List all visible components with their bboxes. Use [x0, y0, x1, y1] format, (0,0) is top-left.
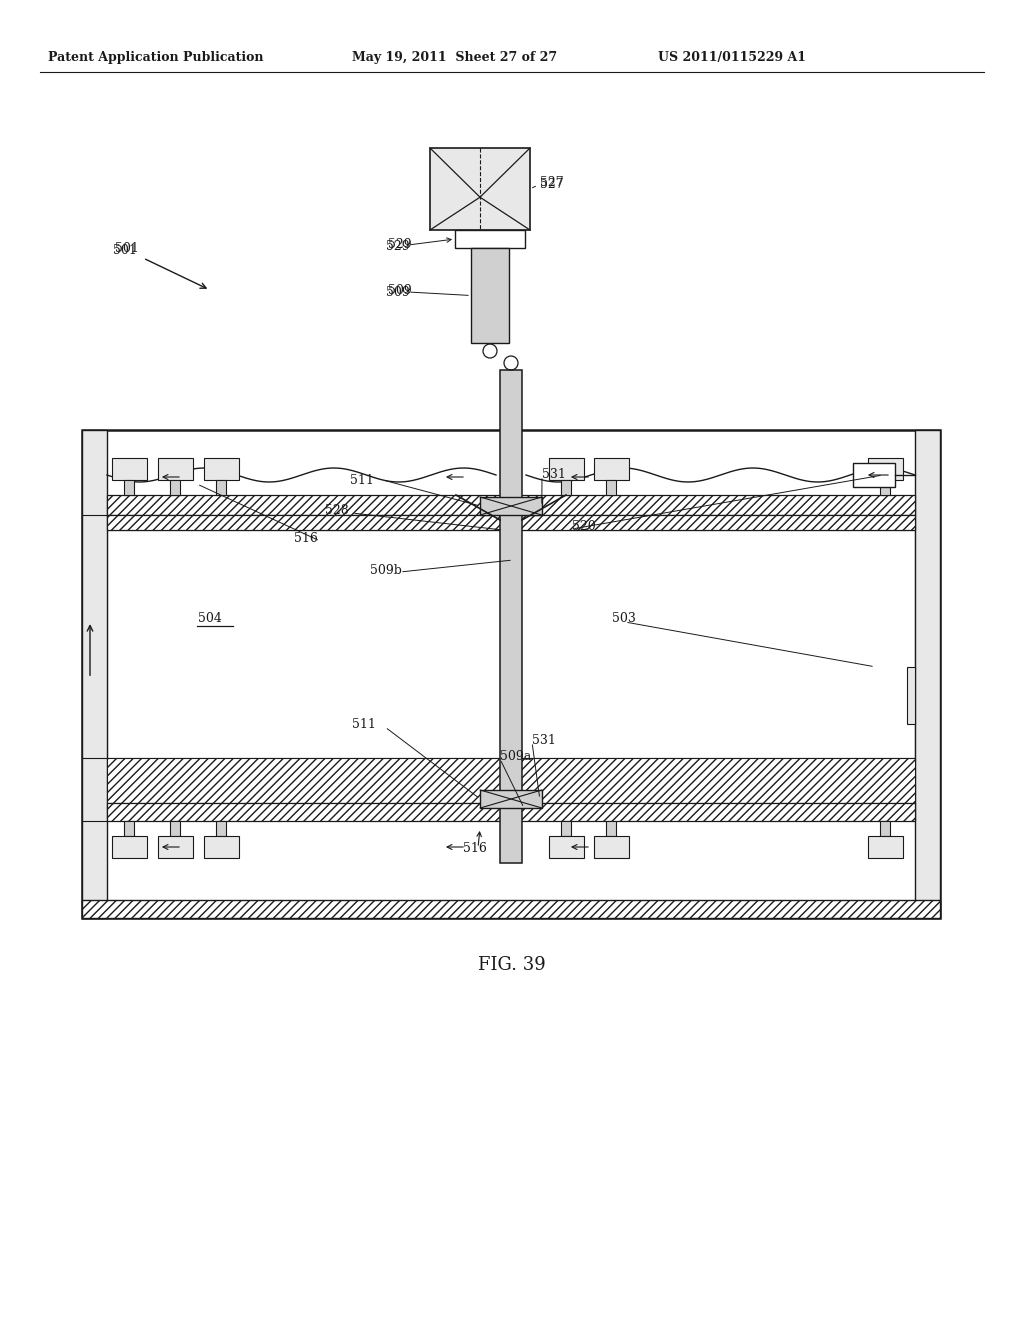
Bar: [868, 458, 903, 480]
Bar: [561, 821, 571, 836]
Text: 503: 503: [612, 611, 636, 624]
Bar: [430, 148, 530, 230]
Text: 529: 529: [386, 239, 410, 252]
Bar: [170, 480, 180, 495]
Bar: [549, 458, 584, 480]
Text: 531: 531: [532, 734, 556, 747]
Text: 516: 516: [294, 532, 317, 544]
Bar: [455, 230, 525, 248]
Text: 509a: 509a: [500, 751, 531, 763]
Bar: [106, 531, 915, 758]
Bar: [124, 821, 134, 836]
Bar: [868, 836, 903, 858]
Text: 504: 504: [198, 611, 222, 624]
Text: US 2011/0115229 A1: US 2011/0115229 A1: [658, 51, 806, 65]
Bar: [106, 495, 915, 515]
Text: 520: 520: [572, 520, 596, 533]
Text: 531: 531: [542, 467, 566, 480]
Bar: [204, 458, 239, 480]
Bar: [170, 821, 180, 836]
Bar: [880, 480, 890, 495]
Bar: [158, 458, 193, 480]
Bar: [594, 836, 629, 858]
Bar: [853, 463, 895, 487]
Text: Patent Application Publication: Patent Application Publication: [48, 51, 263, 65]
Text: 511: 511: [350, 474, 374, 487]
Text: 529: 529: [388, 239, 412, 252]
Text: 509: 509: [388, 284, 412, 297]
Text: 501: 501: [115, 242, 139, 255]
Text: 501: 501: [113, 243, 137, 256]
Bar: [82, 900, 940, 917]
Bar: [106, 758, 915, 803]
Bar: [106, 515, 915, 531]
Bar: [112, 836, 147, 858]
Bar: [216, 480, 226, 495]
Bar: [471, 248, 509, 343]
Bar: [915, 430, 940, 917]
Bar: [880, 821, 890, 836]
Text: FIG. 39: FIG. 39: [478, 956, 546, 974]
Text: 527: 527: [540, 177, 563, 190]
Bar: [124, 480, 134, 495]
Text: 509: 509: [386, 285, 410, 298]
Bar: [606, 480, 616, 495]
Bar: [106, 803, 915, 821]
Bar: [606, 821, 616, 836]
Bar: [907, 667, 915, 723]
Text: 528: 528: [325, 503, 349, 516]
Bar: [82, 430, 106, 917]
Text: 511: 511: [352, 718, 376, 731]
Bar: [158, 836, 193, 858]
Bar: [82, 430, 940, 917]
Text: 527: 527: [540, 178, 563, 191]
Bar: [480, 498, 542, 515]
Bar: [112, 458, 147, 480]
Text: 516: 516: [463, 842, 486, 854]
Bar: [216, 821, 226, 836]
Text: 509b: 509b: [370, 564, 401, 577]
Bar: [480, 789, 542, 808]
Bar: [549, 836, 584, 858]
Text: May 19, 2011  Sheet 27 of 27: May 19, 2011 Sheet 27 of 27: [352, 51, 557, 65]
Bar: [500, 370, 522, 863]
Bar: [204, 836, 239, 858]
Bar: [594, 458, 629, 480]
Bar: [561, 480, 571, 495]
